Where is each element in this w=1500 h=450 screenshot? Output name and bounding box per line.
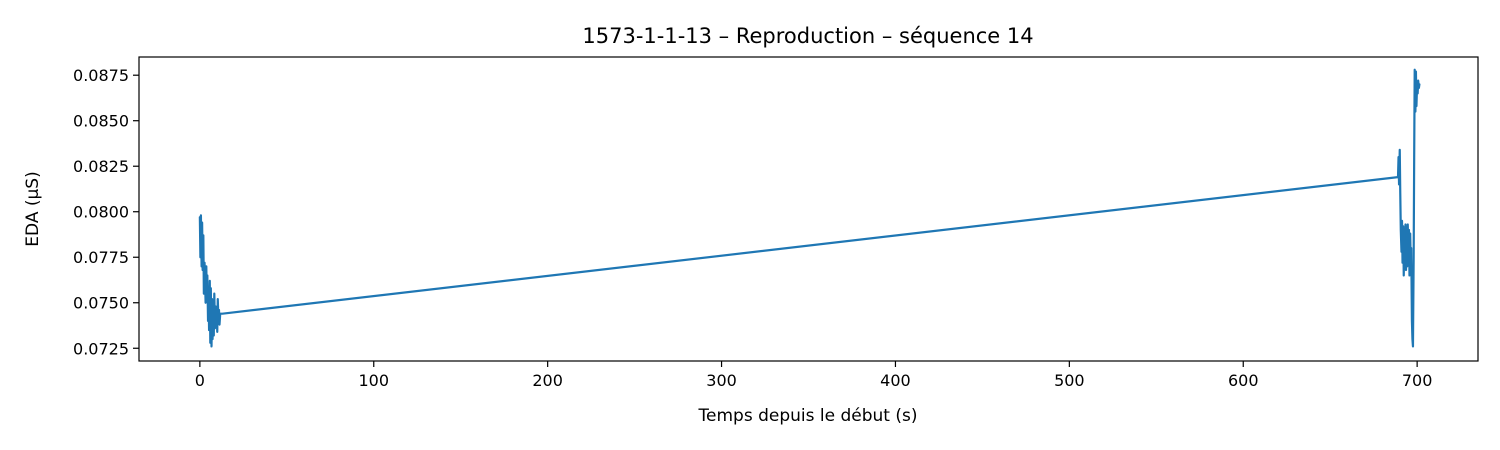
x-tick-label: 700 [1402, 371, 1433, 390]
y-axis-label: EDA (µS) [23, 171, 43, 246]
chart-title: 1573-1-1-13 – Reproduction – séquence 14 [582, 24, 1033, 48]
y-tick-label: 0.0800 [73, 203, 129, 222]
y-tick-label: 0.0825 [73, 157, 129, 176]
x-tick-label: 100 [358, 371, 389, 390]
y-axis: 0.0725 0.0750 0.0775 0.0800 0.0825 0.0850 0.08… [73, 66, 139, 358]
x-tick-label: 600 [1228, 371, 1259, 390]
x-tick-label: 0 [195, 371, 205, 390]
y-tick-label: 0.0875 [73, 66, 129, 85]
y-tick-label: 0.0725 [73, 339, 129, 358]
x-axis-label: Temps depuis le début (s) [698, 406, 918, 426]
x-tick-label: 300 [706, 371, 737, 390]
x-tick-label: 400 [880, 371, 911, 390]
y-tick-label: 0.0750 [73, 294, 129, 313]
x-tick-label: 500 [1054, 371, 1085, 390]
y-tick-label: 0.0775 [73, 248, 129, 267]
x-tick-label: 200 [532, 371, 563, 390]
x-axis: 0 100 200 300 400 500 600 700 [195, 361, 1433, 390]
series-line-0 [198, 68, 1421, 348]
plot-frame [138, 56, 1479, 362]
y-tick-label: 0.0850 [73, 112, 129, 131]
plot-area [198, 68, 1421, 348]
